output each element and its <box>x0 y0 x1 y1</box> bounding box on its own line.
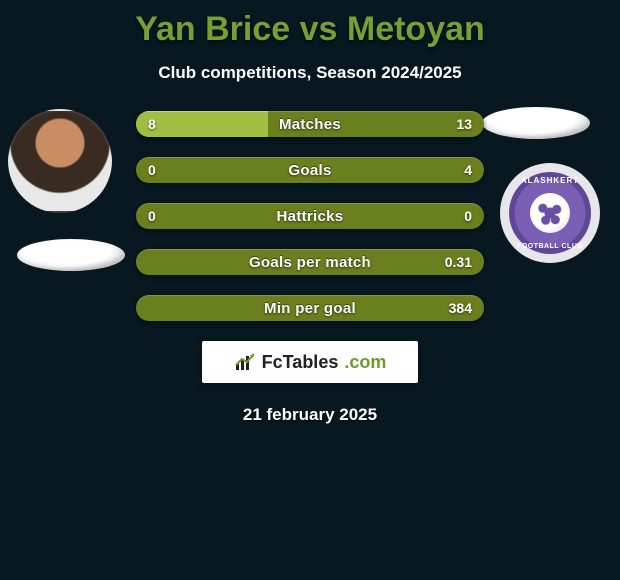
stat-value-right: 13 <box>444 111 484 137</box>
brand-suffix: .com <box>344 352 386 373</box>
club-right-name-bottom: FOOTBALL CLUB <box>517 243 583 250</box>
stat-value-right: 0 <box>452 203 484 229</box>
brand-badge: FcTables.com <box>202 341 418 383</box>
stat-bars: 8Matches130Goals40Hattricks0Goals per ma… <box>136 111 484 321</box>
player-left-avatar <box>8 109 112 213</box>
club-right-ellipse <box>482 107 590 139</box>
club-right-name-top: ALASHKERT <box>521 176 579 185</box>
stat-label: Hattricks <box>136 203 484 229</box>
stat-row: Goals per match0.31 <box>136 249 484 275</box>
stat-value-right: 384 <box>437 295 484 321</box>
subtitle: Club competitions, Season 2024/2025 <box>0 63 620 83</box>
player-left-block <box>8 109 112 213</box>
club-left-ellipse <box>17 239 125 271</box>
club-right-badge-inner: ALASHKERT FOOTBALL CLUB <box>509 172 591 254</box>
brand-name: FcTables <box>262 352 339 373</box>
stat-row: 0Goals4 <box>136 157 484 183</box>
stat-label: Min per goal <box>136 295 484 321</box>
stat-row: 8Matches13 <box>136 111 484 137</box>
football-icon <box>530 193 570 233</box>
stat-row: 0Hattricks0 <box>136 203 484 229</box>
stat-value-right: 4 <box>452 157 484 183</box>
stat-label: Matches <box>136 111 484 137</box>
stat-value-right: 0.31 <box>433 249 484 275</box>
page-title: Yan Brice vs Metoyan <box>0 0 620 49</box>
bar-chart-icon <box>234 352 256 372</box>
club-right-badge: ALASHKERT FOOTBALL CLUB <box>500 163 600 263</box>
comparison-content: ALASHKERT FOOTBALL CLUB 8Matches130Goals… <box>0 111 620 425</box>
player-right-block: ALASHKERT FOOTBALL CLUB <box>500 163 600 263</box>
stat-label: Goals <box>136 157 484 183</box>
stat-row: Min per goal384 <box>136 295 484 321</box>
comparison-date: 21 february 2025 <box>0 405 620 425</box>
